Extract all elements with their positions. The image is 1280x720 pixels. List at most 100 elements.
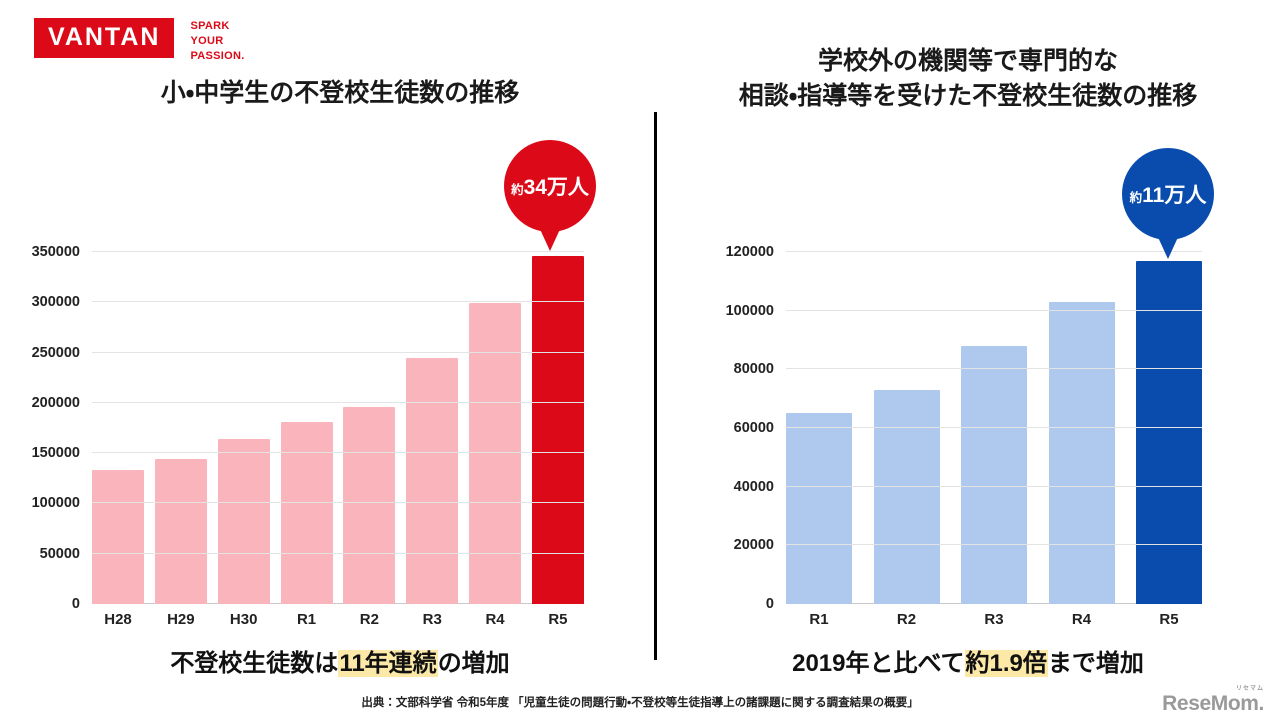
bar[interactable] (469, 303, 522, 604)
x-axis-tick-label: R2 (359, 611, 379, 628)
tagline-line-3: PASSION. (190, 49, 245, 62)
x-axis-tick-label: R1 (296, 611, 317, 628)
bar[interactable] (154, 459, 207, 604)
right-chart-title: 学校外の機関等で専門的な 相談・指導等を受けた不登校生徒数の推移 (676, 44, 1260, 113)
right-caption-highlight: 約1.9倍 (964, 650, 1048, 677)
y-axis-tick-label: 100000 (31, 495, 80, 512)
gridline (92, 301, 584, 303)
gridline (92, 452, 584, 454)
y-axis-tick-label: 50000 (39, 545, 80, 562)
left-chart-callout-badge: 約34万人 (504, 140, 596, 232)
x-axis-tick-label: R2 (896, 611, 917, 628)
x-axis-tick-label: H29 (167, 611, 195, 628)
y-axis-tick-label: 20000 (733, 537, 774, 554)
gridline (786, 427, 1202, 428)
left-badge-text: 約34万人 (511, 171, 589, 201)
bar-group[interactable]: R1 (786, 252, 852, 628)
y-axis-tick-label: 250000 (31, 344, 80, 361)
bar[interactable] (343, 406, 396, 604)
right-chart-panel: 学校外の機関等で専門的な 相談・指導等を受けた不登校生徒数の推移 2019年と比… (656, 0, 1280, 720)
bar-group[interactable]: R2 (343, 252, 396, 628)
right-caption-pre: 2019年と比べて (792, 650, 965, 677)
right-badge-text: 約11万人 (1130, 179, 1207, 209)
bar-group[interactable]: H30 (217, 252, 270, 628)
bar-group[interactable]: R3 (406, 252, 459, 628)
x-axis-tick-label: H30 (229, 611, 258, 628)
source-note: 出典：文部科学省 令和5年度 「児童生徒の問題行動・不登校等生徒指導上の諸課題に… (361, 697, 919, 709)
right-chart-title-line-2: 相談・指導等を受けた不登校生徒数の推移 (738, 81, 1198, 110)
left-chart-panel: 小・中学生の不登校生徒数の推移 約34万人 H28 H29 H30 R1 R2 R3 R4 R… (0, 0, 655, 720)
right-badge-prefix: 約 (1129, 191, 1143, 205)
gridline (92, 552, 584, 554)
right-chart-caption: 2019年と比べて約1.9倍まで増加 (686, 643, 1250, 678)
gridline (786, 309, 1202, 311)
bar[interactable] (1136, 260, 1202, 604)
y-axis-tick-label: 350000 (31, 244, 80, 260)
tagline-line-1: SPARK (190, 20, 230, 32)
resemom-logo-ruby: リセマム (1235, 686, 1264, 692)
y-axis-tick-label: 0 (71, 596, 80, 612)
gridline (786, 368, 1202, 370)
bar-group[interactable]: H28 (92, 252, 144, 628)
y-axis-tick-label: 60000 (733, 420, 774, 436)
x-axis-tick-label: R1 (809, 611, 829, 628)
bar-group[interactable]: H29 (154, 252, 207, 628)
right-badge-value: 11万人 (1142, 184, 1207, 207)
right-chart-plot-area: R1 R2 R3 R4 R5 0 20000 40000 60000 80000 100000 12… (726, 244, 1202, 628)
y-axis-tick-label: 0 (765, 596, 774, 612)
bar-group[interactable]: R4 (469, 252, 522, 628)
y-axis-tick-label: 80000 (733, 361, 774, 378)
gridline (92, 502, 584, 504)
bar-group[interactable]: R1 (280, 252, 333, 628)
y-axis-tick-label: 150000 (31, 445, 80, 462)
left-caption-pre: 不登校生徒数は (170, 650, 339, 677)
bar-group[interactable]: R4 (1048, 252, 1115, 628)
gridline (92, 401, 584, 403)
left-caption-highlight: 11年連続 (338, 650, 438, 677)
x-axis-tick-label: R3 (984, 611, 1004, 628)
x-axis-tick-label: R4 (485, 611, 505, 628)
bar[interactable] (961, 345, 1027, 604)
bar[interactable] (1048, 301, 1115, 604)
bar[interactable] (873, 389, 940, 604)
y-axis-tick-label: 100000 (725, 302, 774, 319)
bar[interactable] (217, 438, 270, 604)
gridline (786, 544, 1202, 546)
bar[interactable] (92, 469, 144, 604)
right-chart-title-line-1: 学校外の機関等で専門的な (817, 47, 1118, 75)
left-chart-plot-area: H28 H29 H30 R1 R2 R3 R4 R5 0 50000 100000 150000 20… (32, 244, 584, 628)
bar[interactable] (786, 413, 852, 604)
left-chart-bars: H28 H29 H30 R1 R2 R3 R4 R5 (92, 252, 584, 628)
y-axis-tick-label: 120000 (725, 244, 774, 260)
bar-group[interactable]: R5 (531, 252, 584, 628)
left-chart-title: 小・中学生の不登校生徒数の推移 (160, 79, 520, 107)
bar-group[interactable]: R5 (1136, 252, 1202, 628)
bar-group[interactable]: R2 (873, 252, 940, 628)
vantan-tagline: SPARK YOUR PASSION. (190, 18, 244, 64)
y-axis-tick-label: 300000 (31, 294, 80, 311)
resemom-logo-text: ReseMom. (1162, 692, 1264, 715)
left-caption-post: の増加 (437, 650, 510, 677)
bar[interactable] (406, 357, 459, 604)
left-badge-value: 34万人 (523, 176, 589, 199)
resemom-logo: リセマム ReseMom. (1162, 686, 1264, 714)
x-axis-tick-label: R3 (422, 611, 442, 628)
vantan-wordmark: VANTAN (34, 18, 175, 58)
gridline (92, 251, 584, 252)
gridline (786, 485, 1202, 487)
bar-group[interactable]: R3 (961, 252, 1027, 628)
bar[interactable] (280, 421, 333, 604)
gridline (92, 351, 584, 353)
vantan-logo: VANTAN SPARK YOUR PASSION. (34, 18, 245, 64)
bar[interactable] (531, 255, 584, 604)
x-axis-tick-label: H28 (104, 611, 132, 628)
x-axis-tick-label: R5 (1159, 611, 1179, 628)
x-axis-tick-label: R5 (548, 611, 568, 628)
left-chart-caption: 不登校生徒数は11年連続の増加 (60, 643, 620, 678)
y-axis-tick-label: 200000 (31, 394, 80, 411)
right-caption-post: まで増加 (1047, 650, 1144, 677)
x-axis-tick-label: R4 (1071, 611, 1092, 628)
right-chart-callout-badge: 約11万人 (1122, 148, 1214, 240)
left-badge-prefix: 約 (511, 183, 524, 197)
tagline-line-2: YOUR (190, 34, 224, 47)
